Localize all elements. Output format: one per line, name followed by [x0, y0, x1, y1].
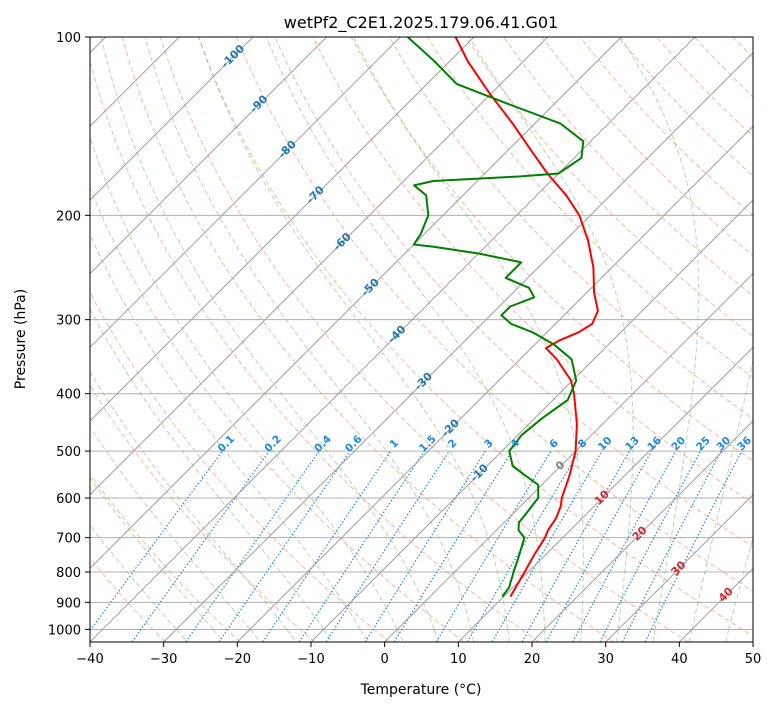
moist-adiabat: [90, 476, 225, 642]
moist-adiabat: [90, 308, 333, 642]
moist-adiabat: [468, 37, 634, 642]
mixing-ratio-line: [599, 450, 702, 642]
x-tick-label: −40: [76, 652, 103, 667]
mixing-ratio-line: [435, 450, 552, 642]
x-tick-label: −10: [297, 652, 324, 667]
x-tick-label: 10: [450, 652, 467, 667]
y-tick-label: 200: [56, 209, 81, 224]
dry-adiabat: [159, 37, 689, 642]
moist-adiabat: [620, 37, 700, 642]
y-axis-label: Pressure (hPa): [13, 289, 29, 389]
dry-adiabat: [90, 59, 540, 642]
dry-adiabat: [90, 186, 465, 642]
y-tick-label: 700: [56, 532, 81, 547]
mixing-ratio-line: [545, 450, 653, 642]
moist-adiabat: [100, 37, 439, 642]
isotherm: [752, 641, 753, 642]
mixing-ratio-line: [131, 450, 270, 642]
x-tick-label: 50: [745, 652, 762, 667]
dry-adiabat: [90, 472, 241, 642]
mixing-ratio-line: [298, 450, 425, 642]
dry-adiabat: [90, 557, 166, 642]
moist-adiabat: [266, 37, 546, 642]
mixing-ratio-line: [90, 450, 223, 632]
x-tick-label: 20: [524, 652, 541, 667]
moist-adiabat: [90, 426, 261, 642]
isotherm: [90, 37, 401, 349]
dry-adiabat: [350, 37, 753, 462]
y-tick-label: 400: [56, 388, 81, 403]
isotherm: [90, 37, 549, 496]
moist-adiabat: [688, 358, 753, 642]
mixing-ratio-line: [572, 450, 677, 642]
isotherm: [90, 37, 622, 570]
dry-adiabat: [121, 37, 614, 642]
x-axis-label: Temperature (°C): [360, 682, 482, 698]
mixing-ratio-line: [364, 450, 486, 642]
dry-adiabat: [90, 384, 316, 642]
isotherm: [90, 37, 475, 422]
moist-adiabat: [90, 524, 188, 642]
isotherm: [90, 37, 254, 201]
x-tick-label: 30: [597, 652, 614, 667]
mixing-ratio-line: [621, 450, 722, 642]
dry-adiabat: [274, 37, 753, 548]
mixing-ratio-line: [521, 450, 631, 642]
mixing-ratio-line: [218, 450, 351, 642]
x-tick-label: −20: [224, 652, 251, 667]
dry-adiabat: [90, 291, 390, 642]
mixing-ratio-line: [262, 450, 392, 642]
profile-lines: [407, 37, 599, 598]
y-tick-label: 100: [56, 31, 81, 46]
mixing-ratio-line: [393, 450, 513, 642]
dry-adiabat: [503, 37, 753, 297]
chart-title: wetPf2_C2E1.2025.179.06.41.G01: [284, 13, 558, 33]
dewpoint-profile-line: [407, 37, 585, 598]
y-tick-label: 1000: [48, 623, 81, 638]
isotherm: [163, 51, 753, 642]
isotherm: [90, 37, 696, 642]
plot-background: [90, 37, 753, 642]
x-tick-label: 0: [381, 652, 389, 667]
plot-frame: [89, 36, 754, 643]
moist-adiabat: [198, 37, 510, 642]
mixing-ratio-line: [644, 450, 743, 642]
isotherm: [384, 272, 753, 642]
isotherm: [310, 199, 753, 642]
y-tick-label: 600: [56, 492, 81, 507]
moist-adiabat: [90, 135, 404, 642]
background-lines: [90, 37, 775, 642]
y-tick-label: 300: [56, 314, 81, 329]
isotherm: [236, 125, 753, 642]
dry-adiabat: [198, 37, 753, 637]
moist-adiabat: [725, 536, 753, 642]
y-tick-label: 900: [56, 596, 81, 611]
moist-adiabat: [90, 233, 369, 642]
dry-adiabat: [236, 37, 753, 592]
dry-adiabat: [426, 37, 753, 378]
y-tick-label: 500: [56, 445, 81, 460]
mixing-ratio-line: [325, 450, 450, 642]
moist-adiabat: [353, 37, 584, 642]
isotherm: [605, 493, 753, 642]
mixing-ratio-line: [185, 450, 320, 642]
x-tick-label: −30: [150, 652, 177, 667]
axes: −40 −30 −20 −10 0 10 20 30 40 50 1000 900 800 700 600 5…: [48, 31, 761, 667]
y-tick-label: 800: [56, 566, 81, 581]
isotherm: [457, 346, 753, 642]
moist-adiabat: [90, 370, 297, 642]
x-tick-label: 40: [671, 652, 688, 667]
isotherm: [90, 37, 328, 275]
dry-adiabat: [771, 37, 775, 642]
isotherm: [531, 420, 753, 642]
